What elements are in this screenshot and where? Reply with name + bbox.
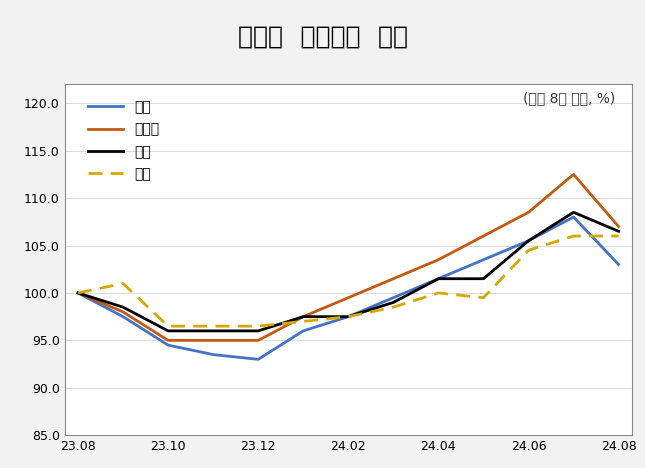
Text: 아파트  매매가격  추이: 아파트 매매가격 추이 — [237, 24, 408, 48]
Text: (전년 8월 대비, %): (전년 8월 대비, %) — [523, 91, 615, 105]
Legend: 서울, 수도권, 전국, 지방: 서울, 수도권, 전국, 지방 — [83, 95, 165, 187]
